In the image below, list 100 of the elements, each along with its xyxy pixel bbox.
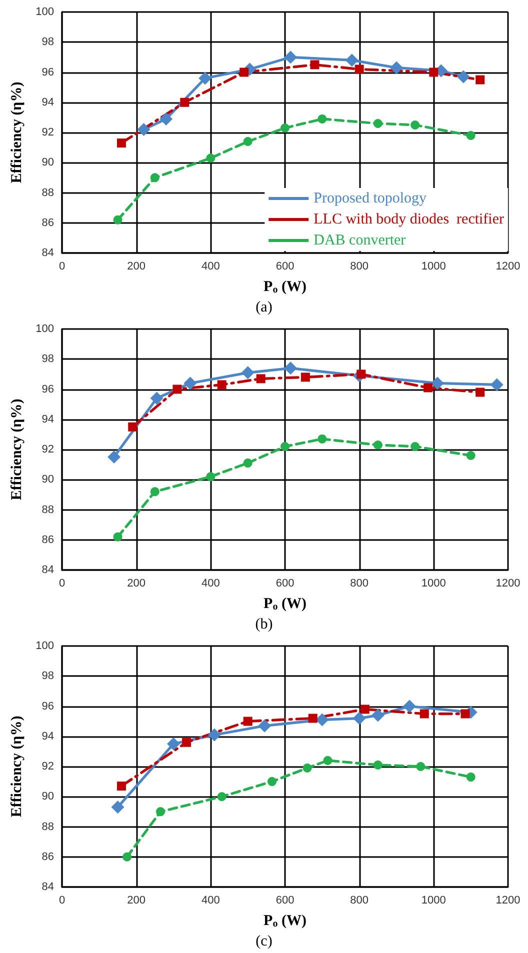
y-tick-label: 90 bbox=[42, 790, 54, 803]
point bbox=[206, 472, 216, 482]
y-axis-title: Efficiency (η%) bbox=[9, 716, 26, 818]
point bbox=[460, 709, 470, 718]
legend-label: Proposed topology bbox=[314, 190, 428, 206]
point bbox=[160, 112, 173, 126]
point bbox=[323, 756, 332, 765]
point bbox=[150, 392, 164, 405]
point bbox=[167, 737, 180, 750]
point bbox=[308, 714, 318, 723]
point bbox=[310, 60, 320, 70]
point bbox=[403, 700, 416, 713]
y-tick-label: 98 bbox=[42, 353, 54, 366]
point bbox=[280, 442, 290, 451]
x-tick-label: 200 bbox=[127, 894, 146, 906]
point bbox=[172, 384, 182, 394]
y-tick-label: 84 bbox=[42, 247, 54, 259]
point bbox=[243, 137, 252, 146]
point bbox=[360, 704, 370, 714]
point bbox=[354, 64, 364, 74]
x-tick-label: 1200 bbox=[496, 260, 520, 272]
point bbox=[217, 792, 226, 802]
y-tick-label: 92 bbox=[42, 126, 54, 138]
point bbox=[268, 777, 276, 786]
y-tick-label: 86 bbox=[42, 216, 54, 229]
point bbox=[206, 154, 216, 163]
point bbox=[280, 123, 290, 132]
point bbox=[243, 458, 252, 468]
x-tick-label: 600 bbox=[276, 894, 294, 906]
point bbox=[373, 118, 382, 128]
y-tick-label: 96 bbox=[42, 383, 54, 396]
point bbox=[466, 772, 476, 782]
y-tick-label: 86 bbox=[42, 534, 54, 546]
point bbox=[116, 138, 126, 148]
point bbox=[466, 131, 476, 140]
point bbox=[410, 442, 420, 451]
x-tick-label: 600 bbox=[276, 578, 294, 590]
point bbox=[476, 388, 485, 397]
x-tick-label: 200 bbox=[127, 260, 146, 272]
y-tick-label: 96 bbox=[42, 66, 54, 78]
x-tick-label: 0 bbox=[58, 894, 66, 906]
y-tick-label: 94 bbox=[42, 413, 54, 426]
point bbox=[180, 98, 190, 107]
x-tick-label: 800 bbox=[350, 894, 369, 906]
x-tick-label: 800 bbox=[350, 260, 369, 272]
point bbox=[371, 708, 384, 722]
point bbox=[198, 72, 212, 85]
point bbox=[424, 383, 433, 392]
y-tick-label: 98 bbox=[42, 36, 54, 48]
y-axis-title: Efficiency (η%) bbox=[9, 398, 26, 500]
point bbox=[111, 800, 124, 814]
point bbox=[430, 376, 444, 390]
y-tick-label: 92 bbox=[42, 760, 54, 772]
point bbox=[410, 120, 420, 130]
x-tick-label: 200 bbox=[127, 578, 146, 590]
x-tick-label: 1200 bbox=[496, 578, 520, 590]
point bbox=[316, 713, 329, 726]
point bbox=[318, 114, 327, 124]
point bbox=[300, 372, 310, 382]
text: (b) bbox=[255, 616, 273, 632]
y-tick-label: 88 bbox=[42, 504, 54, 516]
point bbox=[243, 716, 252, 726]
point bbox=[156, 807, 165, 816]
x-tick-label: 400 bbox=[201, 578, 220, 590]
y-tick-label: 96 bbox=[42, 700, 54, 712]
point bbox=[150, 487, 160, 496]
point bbox=[208, 728, 221, 742]
y-tick-label: 92 bbox=[42, 444, 54, 456]
y-tick-label: 100 bbox=[36, 640, 54, 652]
point bbox=[490, 378, 504, 392]
x-tick-label: 1000 bbox=[421, 894, 446, 906]
legend-label: LLC with body diodes rectifier bbox=[314, 212, 504, 228]
point bbox=[113, 215, 122, 224]
y-tick-label: 100 bbox=[36, 6, 54, 18]
point bbox=[108, 450, 121, 464]
x-tick-label: 600 bbox=[276, 260, 294, 272]
point bbox=[420, 709, 429, 718]
point bbox=[256, 374, 266, 384]
point bbox=[184, 376, 197, 390]
text: (c) bbox=[256, 934, 272, 950]
point bbox=[258, 719, 272, 732]
point bbox=[116, 782, 126, 791]
y-tick-label: 86 bbox=[42, 850, 54, 863]
point bbox=[429, 68, 438, 77]
x-tick-label: 1200 bbox=[496, 894, 520, 906]
y-tick-label: 88 bbox=[42, 186, 54, 199]
point bbox=[240, 68, 249, 77]
x-tick-label: 0 bbox=[58, 578, 66, 590]
point bbox=[137, 122, 150, 136]
point bbox=[456, 70, 470, 84]
point bbox=[182, 738, 192, 747]
x-tick-label: 0 bbox=[58, 260, 66, 272]
point bbox=[373, 760, 382, 770]
point bbox=[128, 422, 138, 432]
point bbox=[241, 366, 254, 380]
x-tick-label: 1000 bbox=[421, 260, 446, 272]
point bbox=[284, 362, 298, 375]
y-tick-label: 84 bbox=[42, 881, 54, 893]
point bbox=[122, 852, 132, 862]
y-tick-label: 94 bbox=[42, 730, 54, 742]
